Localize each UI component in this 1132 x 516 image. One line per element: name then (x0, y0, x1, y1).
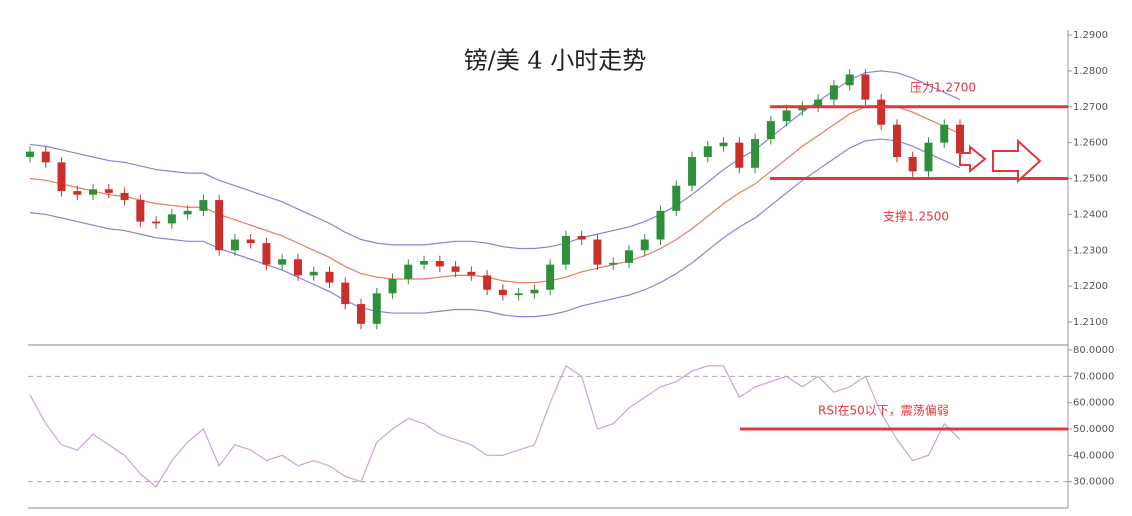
candle-body (908, 157, 917, 172)
y-tick-label: 1.2600 (1073, 138, 1108, 149)
candle-body (483, 275, 492, 290)
y-tick-label: 40.0000 (1073, 450, 1114, 461)
candle-body (420, 261, 429, 265)
candle-body (546, 264, 555, 290)
y-tick-label: 1.2400 (1073, 209, 1108, 220)
candle-body (104, 189, 113, 193)
candle-body (956, 124, 964, 154)
arrow-large (992, 138, 1042, 184)
candle-body (183, 210, 192, 215)
candle-body (136, 200, 145, 222)
y-tick-label: 70.0000 (1073, 371, 1114, 382)
y-tick-label: 1.2900 (1073, 30, 1108, 41)
y-tick-label: 1.2300 (1073, 245, 1108, 256)
candle-body (230, 239, 239, 251)
annotation-label: RSI在50以下，震荡偏弱 (818, 403, 949, 418)
arrow-small (959, 144, 987, 174)
candle-body (924, 142, 933, 172)
candle-body (561, 235, 570, 265)
candle-body (167, 214, 176, 224)
y-tick-label: 1.2200 (1073, 281, 1108, 292)
y-tick-label: 60.0000 (1073, 398, 1114, 409)
candle-body (41, 151, 50, 163)
candle-body (703, 146, 712, 158)
candle-body (357, 304, 366, 324)
candle-body (498, 289, 507, 296)
y-tick-label: 1.2800 (1073, 66, 1108, 77)
candle-body (278, 259, 287, 265)
candle-body (57, 162, 66, 192)
y-tick-label: 30.0000 (1073, 477, 1114, 488)
y-tick-label: 80.0000 (1073, 345, 1114, 356)
chart-title: 镑/美 4 小时走势 (464, 47, 647, 75)
candle-body (215, 200, 224, 251)
candle-body (530, 289, 539, 294)
candle-body (309, 271, 318, 276)
candle-body (861, 74, 870, 100)
candle-body (262, 243, 271, 265)
candle-body (814, 99, 823, 107)
candle-body (467, 271, 476, 276)
annotation-label: 压力1.2700 (910, 81, 976, 95)
candle-body (372, 293, 381, 324)
candle-body (845, 74, 854, 86)
candle-body (199, 200, 208, 211)
candle-body (593, 239, 602, 265)
y-tick-label: 1.2700 (1073, 102, 1108, 113)
y-tick-label: 1.2500 (1073, 174, 1108, 185)
series-line (29, 104, 961, 284)
candle-body (940, 124, 949, 143)
candle-body (152, 221, 161, 224)
candle-body (719, 142, 728, 147)
candle-body (735, 142, 744, 168)
candle-body (341, 282, 350, 305)
candle-body (120, 192, 129, 201)
candle-body (766, 121, 775, 140)
candle-body (656, 210, 665, 240)
candle-body (892, 124, 901, 158)
series-line (29, 364, 961, 488)
candle-body (609, 262, 618, 265)
candle-body (798, 106, 807, 111)
candle-body (688, 157, 697, 186)
candle-body (640, 239, 649, 251)
candle-body (751, 139, 760, 168)
candle-body (73, 191, 82, 195)
candle-body (624, 250, 633, 263)
candle-body (89, 189, 98, 195)
candle-body (672, 185, 681, 211)
candle-body (404, 264, 413, 279)
candle-body (388, 278, 397, 294)
candle-body (782, 110, 791, 122)
candle-body (435, 261, 444, 267)
y-tick-label: 1.2100 (1073, 317, 1108, 328)
candle-body (26, 151, 34, 158)
candle-body (451, 266, 460, 272)
candle-body (829, 85, 838, 100)
candle-body (514, 293, 523, 296)
candle-body (246, 239, 255, 244)
candle-body (293, 259, 302, 276)
annotation-label: 支撑1.2500 (883, 209, 949, 224)
candle-body (877, 99, 886, 125)
candle-body (577, 235, 586, 240)
candle-body (325, 271, 334, 283)
y-tick-label: 50.0000 (1073, 424, 1114, 435)
